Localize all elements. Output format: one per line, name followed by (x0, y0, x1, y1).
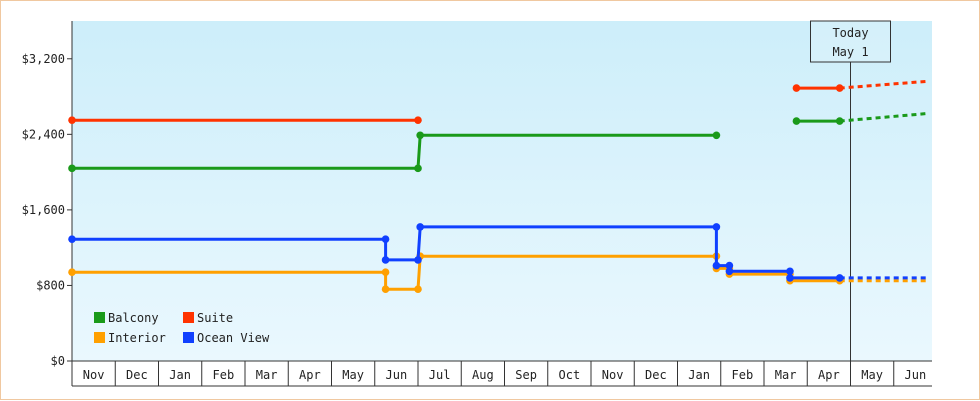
x-tick-label: Dec (645, 368, 667, 382)
y-tick-label: $1,600 (22, 203, 65, 217)
data-point-ocean-view (381, 235, 390, 243)
data-point-ocean-view (725, 261, 734, 270)
series-forecast-balcony (839, 112, 927, 123)
data-point-suite (792, 84, 801, 92)
x-tick-label: Jun (905, 368, 927, 382)
data-point-interior (381, 268, 390, 277)
y-tick-label: $3,200 (22, 52, 65, 66)
y-tick-label: $0 (51, 354, 65, 368)
legend-label: Balcony (108, 311, 159, 325)
data-point-interior (414, 285, 422, 294)
data-point-interior (381, 285, 390, 294)
data-point-ocean-view (786, 267, 794, 276)
x-tick-label: Sep (515, 368, 537, 382)
data-point-ocean-view (68, 235, 76, 243)
legend-swatch (94, 332, 105, 343)
x-tick-label: Apr (299, 368, 321, 382)
data-point-balcony (416, 131, 424, 140)
data-point-balcony (835, 117, 844, 125)
x-tick-label: Jul (429, 368, 451, 382)
data-point-ocean-view (786, 274, 794, 282)
plot-area (72, 21, 932, 361)
data-point-suite (414, 116, 422, 124)
data-point-balcony (712, 131, 721, 140)
y-tick-label: $800 (36, 278, 65, 292)
data-point-balcony (68, 164, 76, 173)
x-tick-label: Aug (472, 368, 494, 382)
data-point-suite (68, 116, 76, 124)
today-date: May 1 (832, 45, 868, 59)
x-tick-label: Feb (213, 368, 235, 382)
x-tick-label: May (342, 368, 364, 382)
data-point-ocean-view (416, 223, 424, 231)
x-tick-label: Oct (559, 368, 581, 382)
data-point-ocean-view (381, 256, 390, 264)
legend-swatch (183, 332, 194, 343)
legend-label: Suite (197, 311, 233, 325)
x-tick-label: Apr (818, 368, 840, 382)
y-tick-label: $2,400 (22, 127, 65, 141)
x-tick-label: May (861, 368, 883, 382)
x-tick-label: Feb (732, 368, 754, 382)
legend-label: Ocean View (197, 331, 270, 345)
data-point-ocean-view (712, 223, 721, 231)
data-point-ocean-view (414, 256, 422, 264)
x-tick-label: Jun (386, 368, 408, 382)
data-point-interior (68, 268, 76, 277)
data-point-balcony (414, 164, 422, 173)
series-forecast-suite (839, 79, 927, 90)
data-point-suite (835, 84, 844, 92)
today-box (810, 20, 891, 63)
data-point-ocean-view (835, 274, 844, 282)
x-tick-label: Dec (126, 368, 148, 382)
series-line-balcony (72, 133, 717, 170)
legend-label: Interior (108, 331, 166, 345)
data-point-ocean-view (712, 261, 721, 270)
x-tick-label: Mar (256, 368, 278, 382)
legend-swatch (94, 312, 105, 323)
x-tick-label: Mar (775, 368, 797, 382)
data-point-balcony (792, 117, 801, 125)
x-tick-label: Nov (602, 368, 624, 382)
data-point-ocean-view (725, 267, 734, 276)
x-tick-label: Jan (688, 368, 710, 382)
today-label: Today (832, 26, 868, 40)
x-tick-label: Jan (169, 368, 191, 382)
x-tick-label: Nov (83, 368, 105, 382)
legend-swatch (183, 312, 194, 323)
